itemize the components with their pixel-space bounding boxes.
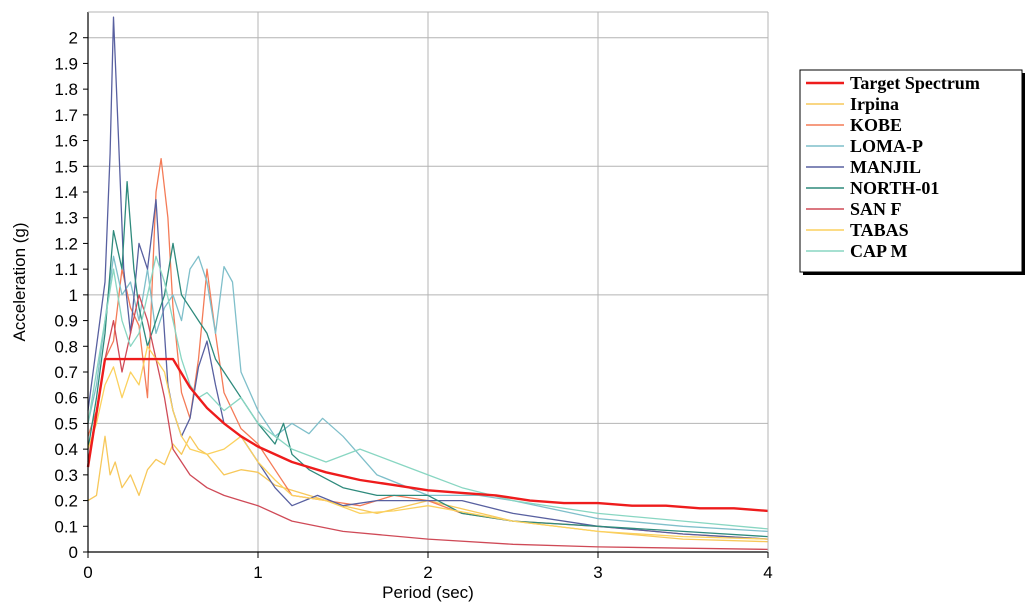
y-tick-label: 0	[69, 543, 78, 562]
series-line-north-01	[87, 181, 769, 538]
series-line-target-spectrum	[86, 357, 769, 513]
y-tick-label: 2	[69, 29, 78, 48]
y-tick-label: 1.5	[54, 157, 78, 176]
x-tick-label: 2	[423, 563, 432, 582]
series-line-manjil	[87, 16, 769, 540]
y-tick-label: 1.8	[54, 80, 78, 99]
legend-label: SAN F	[850, 199, 902, 219]
legend: Target SpectrumIrpinaKOBELOMA-PMANJILNOR…	[799, 69, 1025, 275]
series-line-tabas	[87, 345, 769, 540]
legend-label: Irpina	[850, 94, 899, 114]
x-axis-title: Period (sec)	[382, 583, 474, 602]
x-tick-label: 1	[253, 563, 262, 582]
legend-label: TABAS	[850, 220, 909, 240]
x-tick-label: 0	[83, 563, 92, 582]
y-tick-label: 1.1	[54, 260, 78, 279]
legend-label: NORTH-01	[850, 178, 939, 198]
x-tick-label: 4	[763, 563, 772, 582]
y-tick-label: 1.2	[54, 234, 78, 253]
series-line-cap-m	[87, 255, 769, 530]
y-tick-label: 0.2	[54, 492, 78, 511]
y-tick-label: 0.3	[54, 466, 78, 485]
series-line-irpina	[87, 435, 769, 543]
series-line-san-f	[87, 294, 769, 551]
y-axis-title: Acceleration (g)	[10, 222, 29, 341]
y-tick-label: 1.6	[54, 132, 78, 151]
y-tick-label: 0.6	[54, 389, 78, 408]
legend-label: Target Spectrum	[850, 73, 980, 93]
y-tick-label: 0.7	[54, 363, 78, 382]
legend-label: LOMA-P	[850, 136, 923, 156]
y-axis-ticks: 0 0.1 0.2 0.3 0.4 0.5 0.6 0.7 0.8 0.9 1 1.1 1.2 1.3 1.…	[54, 29, 88, 562]
legend-label: CAP M	[850, 241, 908, 261]
y-tick-label: 0.8	[54, 337, 78, 356]
legend-label: MANJIL	[850, 157, 921, 177]
y-tick-label: 1	[69, 286, 78, 305]
x-tick-label: 3	[593, 563, 602, 582]
y-tick-label: 1.9	[54, 54, 78, 73]
x-axis-ticks: 0 1 2 3 4	[83, 552, 773, 582]
legend-label: KOBE	[850, 115, 902, 135]
y-tick-label: 0.5	[54, 414, 78, 433]
y-tick-label: 1.4	[54, 183, 78, 202]
y-tick-label: 0.9	[54, 312, 78, 331]
grid	[87, 12, 769, 553]
y-tick-label: 0.1	[54, 517, 78, 536]
series-line-loma-p	[87, 255, 769, 533]
y-tick-label: 0.4	[54, 440, 78, 459]
y-tick-label: 1.3	[54, 209, 78, 228]
series-lines	[86, 16, 769, 551]
y-tick-label: 1.7	[54, 106, 78, 125]
